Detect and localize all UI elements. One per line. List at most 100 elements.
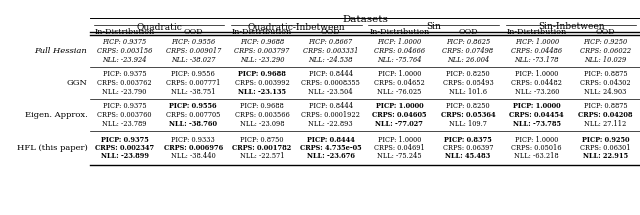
Text: CRPS: 0.0001922: CRPS: 0.0001922 [301,111,360,119]
Text: NLL: -75.245: NLL: -75.245 [377,152,422,161]
Text: CRPS: 0.007771: CRPS: 0.007771 [166,79,221,87]
Text: NLL: -77.027: NLL: -77.027 [376,120,423,127]
Text: PICP: 0.8250: PICP: 0.8250 [446,103,490,111]
Text: PICP: 1.0000: PICP: 1.0000 [515,135,559,143]
Text: PICP: 0.9375: PICP: 0.9375 [102,38,147,46]
Text: NLL: -23.676: NLL: -23.676 [307,152,355,161]
Text: CRPS: 0.05493: CRPS: 0.05493 [443,79,493,87]
Text: NLL: -73.260: NLL: -73.260 [515,88,559,95]
Text: NLL: -38.751: NLL: -38.751 [171,88,216,95]
Text: Sin: Sin [426,22,441,31]
Text: PICP: 0.9556: PICP: 0.9556 [171,38,216,46]
Text: In-Distribution: In-Distribution [232,28,292,36]
Text: CRPS: 0.05364: CRPS: 0.05364 [441,111,495,119]
Text: CRPS: 0.04454: CRPS: 0.04454 [509,111,564,119]
Text: PICP: 0.8667: PICP: 0.8667 [308,38,353,46]
Text: CRPS: 0.04482: CRPS: 0.04482 [511,79,562,87]
Text: CRPS: 0.06397: CRPS: 0.06397 [443,144,493,152]
Text: NLL: -24.538: NLL: -24.538 [308,55,353,63]
Text: Datasets: Datasets [342,15,388,24]
Text: NLL: -22.893: NLL: -22.893 [308,120,353,127]
Text: PICP: 0.9556: PICP: 0.9556 [170,103,217,111]
Text: CRPS: 0.003566: CRPS: 0.003566 [235,111,289,119]
Text: PICP: 1.0000: PICP: 1.0000 [513,103,561,111]
Text: NLL: 26.004: NLL: 26.004 [447,55,489,63]
Text: PICP: 0.9250: PICP: 0.9250 [582,135,629,143]
Text: Eigen. Approx.: Eigen. Approx. [24,111,87,119]
Text: PICP: 0.9688: PICP: 0.9688 [238,71,286,78]
Text: CRPS: 0.06301: CRPS: 0.06301 [580,144,630,152]
Text: PICP: 1.0000: PICP: 1.0000 [515,71,559,78]
Text: CRPS: 0.04652: CRPS: 0.04652 [374,79,425,87]
Text: Sin-Inbetween: Sin-Inbetween [538,22,604,31]
Text: PICP: 0.8444: PICP: 0.8444 [307,135,355,143]
Text: CRPS: 0.06022: CRPS: 0.06022 [580,47,631,55]
Text: NLL: -38.027: NLL: -38.027 [171,55,216,63]
Text: CRPS: 0.001782: CRPS: 0.001782 [232,144,292,152]
Text: NLL: 109.7: NLL: 109.7 [449,120,487,127]
Text: CRPS: 0.003762: CRPS: 0.003762 [97,79,152,87]
Text: In-Distribution: In-Distribution [369,28,429,36]
Text: NLL: 10.029: NLL: 10.029 [584,55,627,63]
Text: PICP: 0.8875: PICP: 0.8875 [584,71,627,78]
Text: PICP: 1.0000: PICP: 1.0000 [378,71,421,78]
Text: NLL: -23.899: NLL: -23.899 [100,152,148,161]
Text: CRPS: 0.009017: CRPS: 0.009017 [166,47,221,55]
Text: PICP: 0.9333: PICP: 0.9333 [172,135,215,143]
Text: OOD: OOD [321,28,340,36]
Text: PICP: 0.8625: PICP: 0.8625 [446,38,490,46]
Text: NLL: -73.785: NLL: -73.785 [513,120,561,127]
Text: PICP: 0.9556: PICP: 0.9556 [172,71,215,78]
Text: CRPS: 0.04208: CRPS: 0.04208 [578,111,633,119]
Text: CRPS: 0.05016: CRPS: 0.05016 [511,144,562,152]
Text: PICP: 0.8444: PICP: 0.8444 [308,71,353,78]
Text: Full Hessian: Full Hessian [35,47,87,55]
Text: HFL (this paper): HFL (this paper) [17,144,87,152]
Text: CRPS: 0.04666: CRPS: 0.04666 [374,47,425,55]
Text: CRPS: 0.0008355: CRPS: 0.0008355 [301,79,360,87]
Text: CRPS: 0.003992: CRPS: 0.003992 [235,79,289,87]
Text: Quadratic: Quadratic [136,22,182,31]
Text: CRPS: 0.003760: CRPS: 0.003760 [97,111,152,119]
Text: NLL: 24.903: NLL: 24.903 [584,88,627,95]
Text: CRPS: 0.007705: CRPS: 0.007705 [166,111,221,119]
Text: PICP: 0.9375: PICP: 0.9375 [100,135,148,143]
Text: NLL: -23.789: NLL: -23.789 [102,120,147,127]
Text: NLL: 27.112: NLL: 27.112 [584,120,627,127]
Text: CRPS: 4.735e-05: CRPS: 4.735e-05 [300,144,362,152]
Text: PICP: 1.0000: PICP: 1.0000 [378,135,421,143]
Text: PICP: 1.0000: PICP: 1.0000 [376,103,423,111]
Text: NLL: -23.790: NLL: -23.790 [102,88,147,95]
Text: CRPS: 0.04605: CRPS: 0.04605 [372,111,427,119]
Text: NLL: -23.504: NLL: -23.504 [308,88,353,95]
Text: NLL: -23.924: NLL: -23.924 [102,55,147,63]
Text: PICP: 0.8875: PICP: 0.8875 [584,103,627,111]
Text: NLL: -23.290: NLL: -23.290 [240,55,284,63]
Text: CRPS: 0.003331: CRPS: 0.003331 [303,47,358,55]
Text: PICP: 0.8444: PICP: 0.8444 [308,103,353,111]
Text: PICP: 0.8250: PICP: 0.8250 [446,71,490,78]
Text: PICP: 0.8750: PICP: 0.8750 [240,135,284,143]
Text: CRPS: 0.002347: CRPS: 0.002347 [95,144,154,152]
Text: PICP: 0.9375: PICP: 0.9375 [103,71,147,78]
Text: PICP: 0.9688: PICP: 0.9688 [240,103,284,111]
Text: NLL: 101.6: NLL: 101.6 [449,88,487,95]
Text: GGN: GGN [67,79,87,87]
Text: NLL: -38.760: NLL: -38.760 [170,120,218,127]
Text: NLL: -22.571: NLL: -22.571 [240,152,284,161]
Text: PICP: 1.0000: PICP: 1.0000 [515,38,559,46]
Text: In-Distribution: In-Distribution [507,28,567,36]
Text: CRPS: 0.003797: CRPS: 0.003797 [234,47,290,55]
Text: NLL: -38.440: NLL: -38.440 [171,152,216,161]
Text: NLL: -75.764: NLL: -75.764 [377,55,422,63]
Text: PICP: 0.9375: PICP: 0.9375 [103,103,147,111]
Text: PICP: 0.8375: PICP: 0.8375 [444,135,492,143]
Text: In-Distribution: In-Distribution [95,28,155,36]
Text: PICP: 1.0000: PICP: 1.0000 [377,38,422,46]
Text: OOD: OOD [184,28,203,36]
Text: CRPS: 0.04486: CRPS: 0.04486 [511,47,563,55]
Text: CRPS: 0.006976: CRPS: 0.006976 [164,144,223,152]
Text: NLL: -73.178: NLL: -73.178 [515,55,559,63]
Text: NLL: -63.218: NLL: -63.218 [515,152,559,161]
Text: CRPS: 0.07498: CRPS: 0.07498 [442,47,493,55]
